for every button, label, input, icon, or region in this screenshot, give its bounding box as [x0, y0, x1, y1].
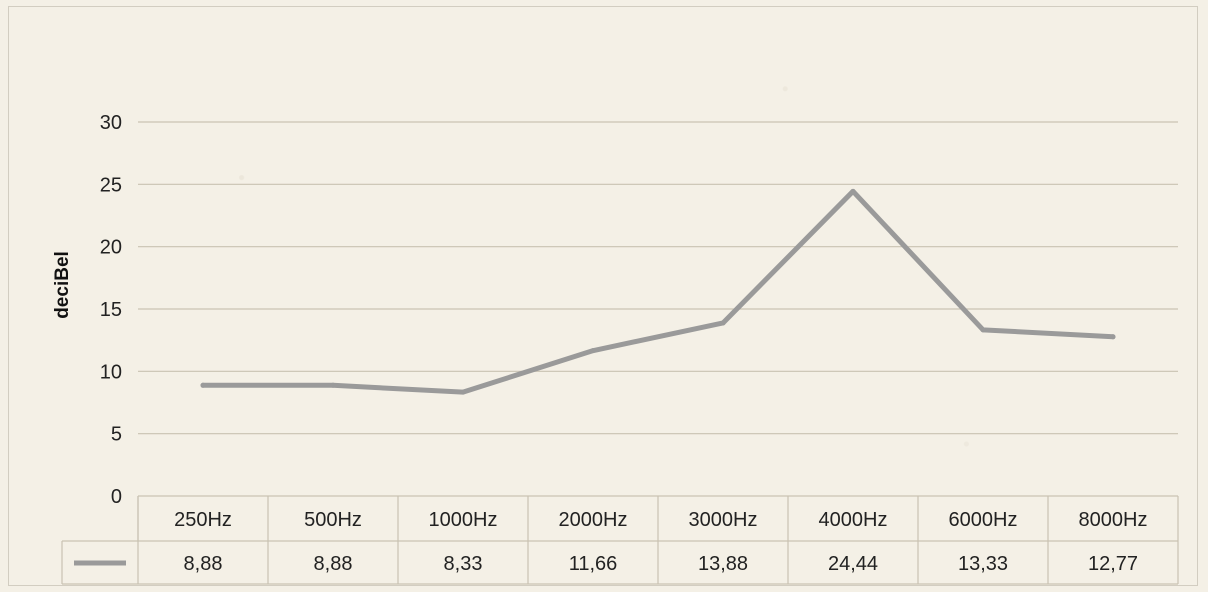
chart-frame [8, 6, 1198, 586]
data-table: 250Hz 8,88 500Hz 8,88 1000Hz 8,33 2000Hz 11,66 3… [61, 496, 1179, 585]
data-point-8000Hz [1110, 334, 1116, 340]
value-label-3000Hz: 13,88 [698, 553, 748, 575]
category-label-3000Hz: 3000Hz [689, 509, 758, 531]
y-axis-title: deciBel [52, 251, 73, 319]
value-label-1000Hz: 8,33 [444, 553, 483, 575]
series-line [200, 188, 1116, 395]
data-point-500Hz [330, 382, 336, 388]
data-point-1000Hz [460, 389, 466, 395]
value-label-4000Hz: 24,44 [828, 553, 878, 575]
category-label-1000Hz: 1000Hz [429, 509, 498, 531]
category-label-4000Hz: 4000Hz [819, 509, 888, 531]
value-label-8000Hz: 12,77 [1088, 553, 1138, 575]
y-tick-label-20: 20 [100, 237, 122, 259]
data-point-6000Hz [980, 327, 986, 333]
value-label-2000Hz: 11,66 [569, 553, 618, 575]
value-label-6000Hz: 13,33 [958, 553, 1008, 575]
series-layer [200, 188, 1116, 395]
y-tick-label-25: 25 [100, 174, 122, 196]
data-point-3000Hz [720, 320, 726, 326]
data-point-4000Hz [850, 188, 856, 194]
grid-layer [138, 121, 1178, 497]
value-label-250Hz: 8,88 [184, 553, 223, 575]
value-label-500Hz: 8,88 [314, 553, 353, 575]
y-tick-label-10: 10 [100, 361, 122, 383]
y-tick-label-5: 5 [111, 424, 122, 446]
y-axis-ticks: 0 5 10 15 20 25 30 [100, 112, 122, 508]
y-tick-label-15: 15 [100, 299, 122, 321]
y-tick-label-30: 30 [100, 112, 122, 134]
category-label-6000Hz: 6000Hz [949, 509, 1018, 531]
data-point-2000Hz [590, 348, 596, 354]
category-label-500Hz: 500Hz [304, 509, 362, 531]
data-point-250Hz [200, 382, 206, 388]
category-label-8000Hz: 8000Hz [1079, 509, 1148, 531]
category-label-2000Hz: 2000Hz [559, 509, 628, 531]
category-label-250Hz: 250Hz [174, 509, 232, 531]
y-tick-label-0: 0 [111, 486, 122, 508]
